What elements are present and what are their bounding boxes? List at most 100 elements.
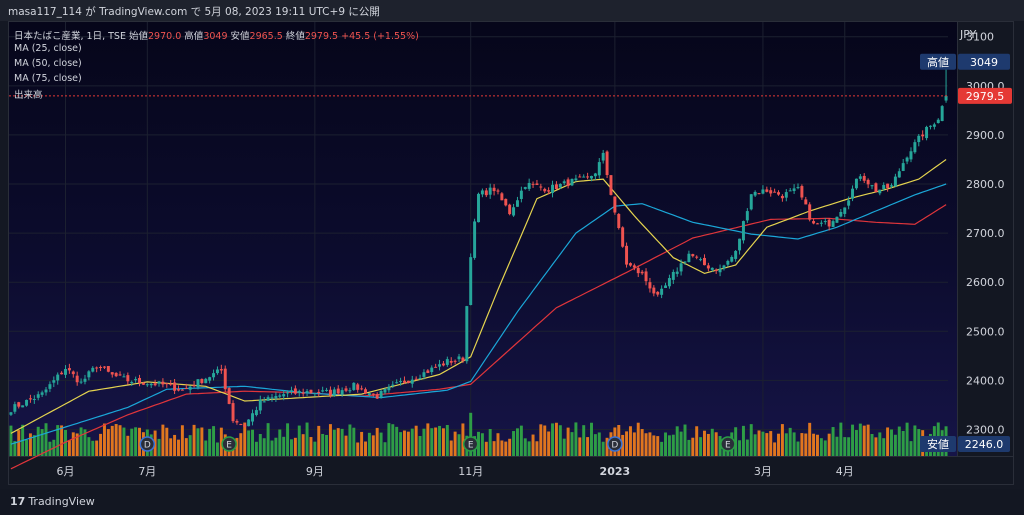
candle-body <box>325 389 329 391</box>
candle-body <box>395 382 399 384</box>
volume-bar <box>547 431 551 456</box>
candle-body <box>804 199 808 205</box>
volume-bar <box>652 435 656 456</box>
legend-ma50[interactable]: MA (50, close) <box>14 58 82 69</box>
candle-body <box>636 267 640 274</box>
volume-bar <box>461 423 465 456</box>
event-marker: D <box>607 436 623 452</box>
volume-bar <box>208 428 212 456</box>
candle-body <box>773 191 777 193</box>
candle-body <box>445 359 449 365</box>
candle-body <box>313 393 317 395</box>
candle-body <box>531 183 535 185</box>
candle-body <box>644 271 648 282</box>
low-marker-value-bg <box>958 436 1010 452</box>
candle-body <box>410 379 414 384</box>
candle-body <box>940 106 944 122</box>
volume-bar <box>410 428 414 456</box>
candle-body <box>32 398 36 400</box>
volume-bar <box>738 440 742 456</box>
volume-bar <box>827 433 831 456</box>
candle-body <box>691 254 695 257</box>
event-marker-circle <box>720 436 736 452</box>
volume-bar <box>691 437 695 456</box>
legend-volume[interactable]: 出来高 <box>14 90 43 101</box>
candle-body <box>847 200 851 206</box>
volume-bar <box>122 427 126 456</box>
volume-bar <box>17 430 21 456</box>
legend-low-label: 安値 <box>230 31 250 42</box>
volume-bar <box>278 429 282 456</box>
legend-ma25[interactable]: MA (25, close) <box>14 43 82 54</box>
candle-body <box>64 368 67 375</box>
legend-open-value: 2970.0 <box>148 31 182 42</box>
volume-bar <box>457 434 461 456</box>
candle-body <box>383 389 387 393</box>
candle-body <box>613 196 617 213</box>
candle-body <box>886 183 890 188</box>
event-marker: E <box>462 436 479 452</box>
candle-body <box>648 282 652 289</box>
volume-bar <box>188 435 192 456</box>
volume-bar <box>165 427 169 456</box>
volume-bar <box>200 427 204 456</box>
volume-bar <box>414 425 418 456</box>
volume-bar <box>367 432 371 456</box>
candle-body <box>477 193 480 223</box>
volume-bar <box>64 429 67 456</box>
volume-bar <box>313 441 317 456</box>
high-marker-label-text: 高値 <box>927 55 949 69</box>
candle-body <box>551 184 555 193</box>
event-marker-circle <box>607 436 623 452</box>
candle-body <box>293 388 297 394</box>
tradingview-logo[interactable]: 𝟭𝟳 TradingView <box>10 495 95 508</box>
candle-body <box>192 385 196 387</box>
volume-bar <box>523 438 527 456</box>
candle-body <box>441 363 445 366</box>
volume-bar <box>44 423 48 456</box>
volume-bar <box>91 440 95 456</box>
candle-body <box>539 186 543 188</box>
candle-body <box>780 195 784 199</box>
volume-bar <box>901 430 905 456</box>
candle-body <box>504 198 508 206</box>
volume-bar <box>161 424 165 456</box>
candle-body <box>858 176 862 179</box>
time-axis[interactable] <box>9 456 1013 484</box>
candle-body <box>597 162 601 176</box>
volume-bar <box>621 434 625 456</box>
volume-bar <box>173 434 177 456</box>
y-tick-label: 2400.0 <box>966 374 1005 387</box>
y-tick-label: 2500.0 <box>966 325 1005 338</box>
candle-body <box>508 204 512 215</box>
candle-body <box>819 222 823 224</box>
volume-bar <box>254 441 258 456</box>
event-marker: E <box>720 436 736 452</box>
candle-body <box>699 259 703 261</box>
candle-body <box>792 188 796 192</box>
y-tick-label: 2900.0 <box>966 129 1005 142</box>
volume-bar <box>332 429 336 456</box>
volume-bar <box>305 422 309 456</box>
volume-bar <box>336 428 340 456</box>
event-marker-label: E <box>226 441 232 451</box>
volume-bar <box>893 434 897 456</box>
legend-high-label: 高値 <box>184 31 204 42</box>
candle-body <box>890 185 893 187</box>
candle-body <box>761 189 765 194</box>
candle-body <box>671 271 675 280</box>
candle-body <box>480 190 484 195</box>
volume-bar <box>574 422 578 456</box>
candle-body <box>153 383 157 386</box>
candle-body <box>52 380 56 383</box>
candle-body <box>340 390 344 395</box>
high-marker-label-bg <box>920 53 956 70</box>
legend-ma75[interactable]: MA (75, close) <box>14 73 82 84</box>
candle-body <box>796 187 800 189</box>
candle-body <box>114 372 118 377</box>
candle-body <box>364 389 367 394</box>
candle-body <box>730 256 734 262</box>
volume-bar <box>282 436 286 456</box>
volume-bar <box>745 439 749 456</box>
candle-body <box>60 372 64 375</box>
